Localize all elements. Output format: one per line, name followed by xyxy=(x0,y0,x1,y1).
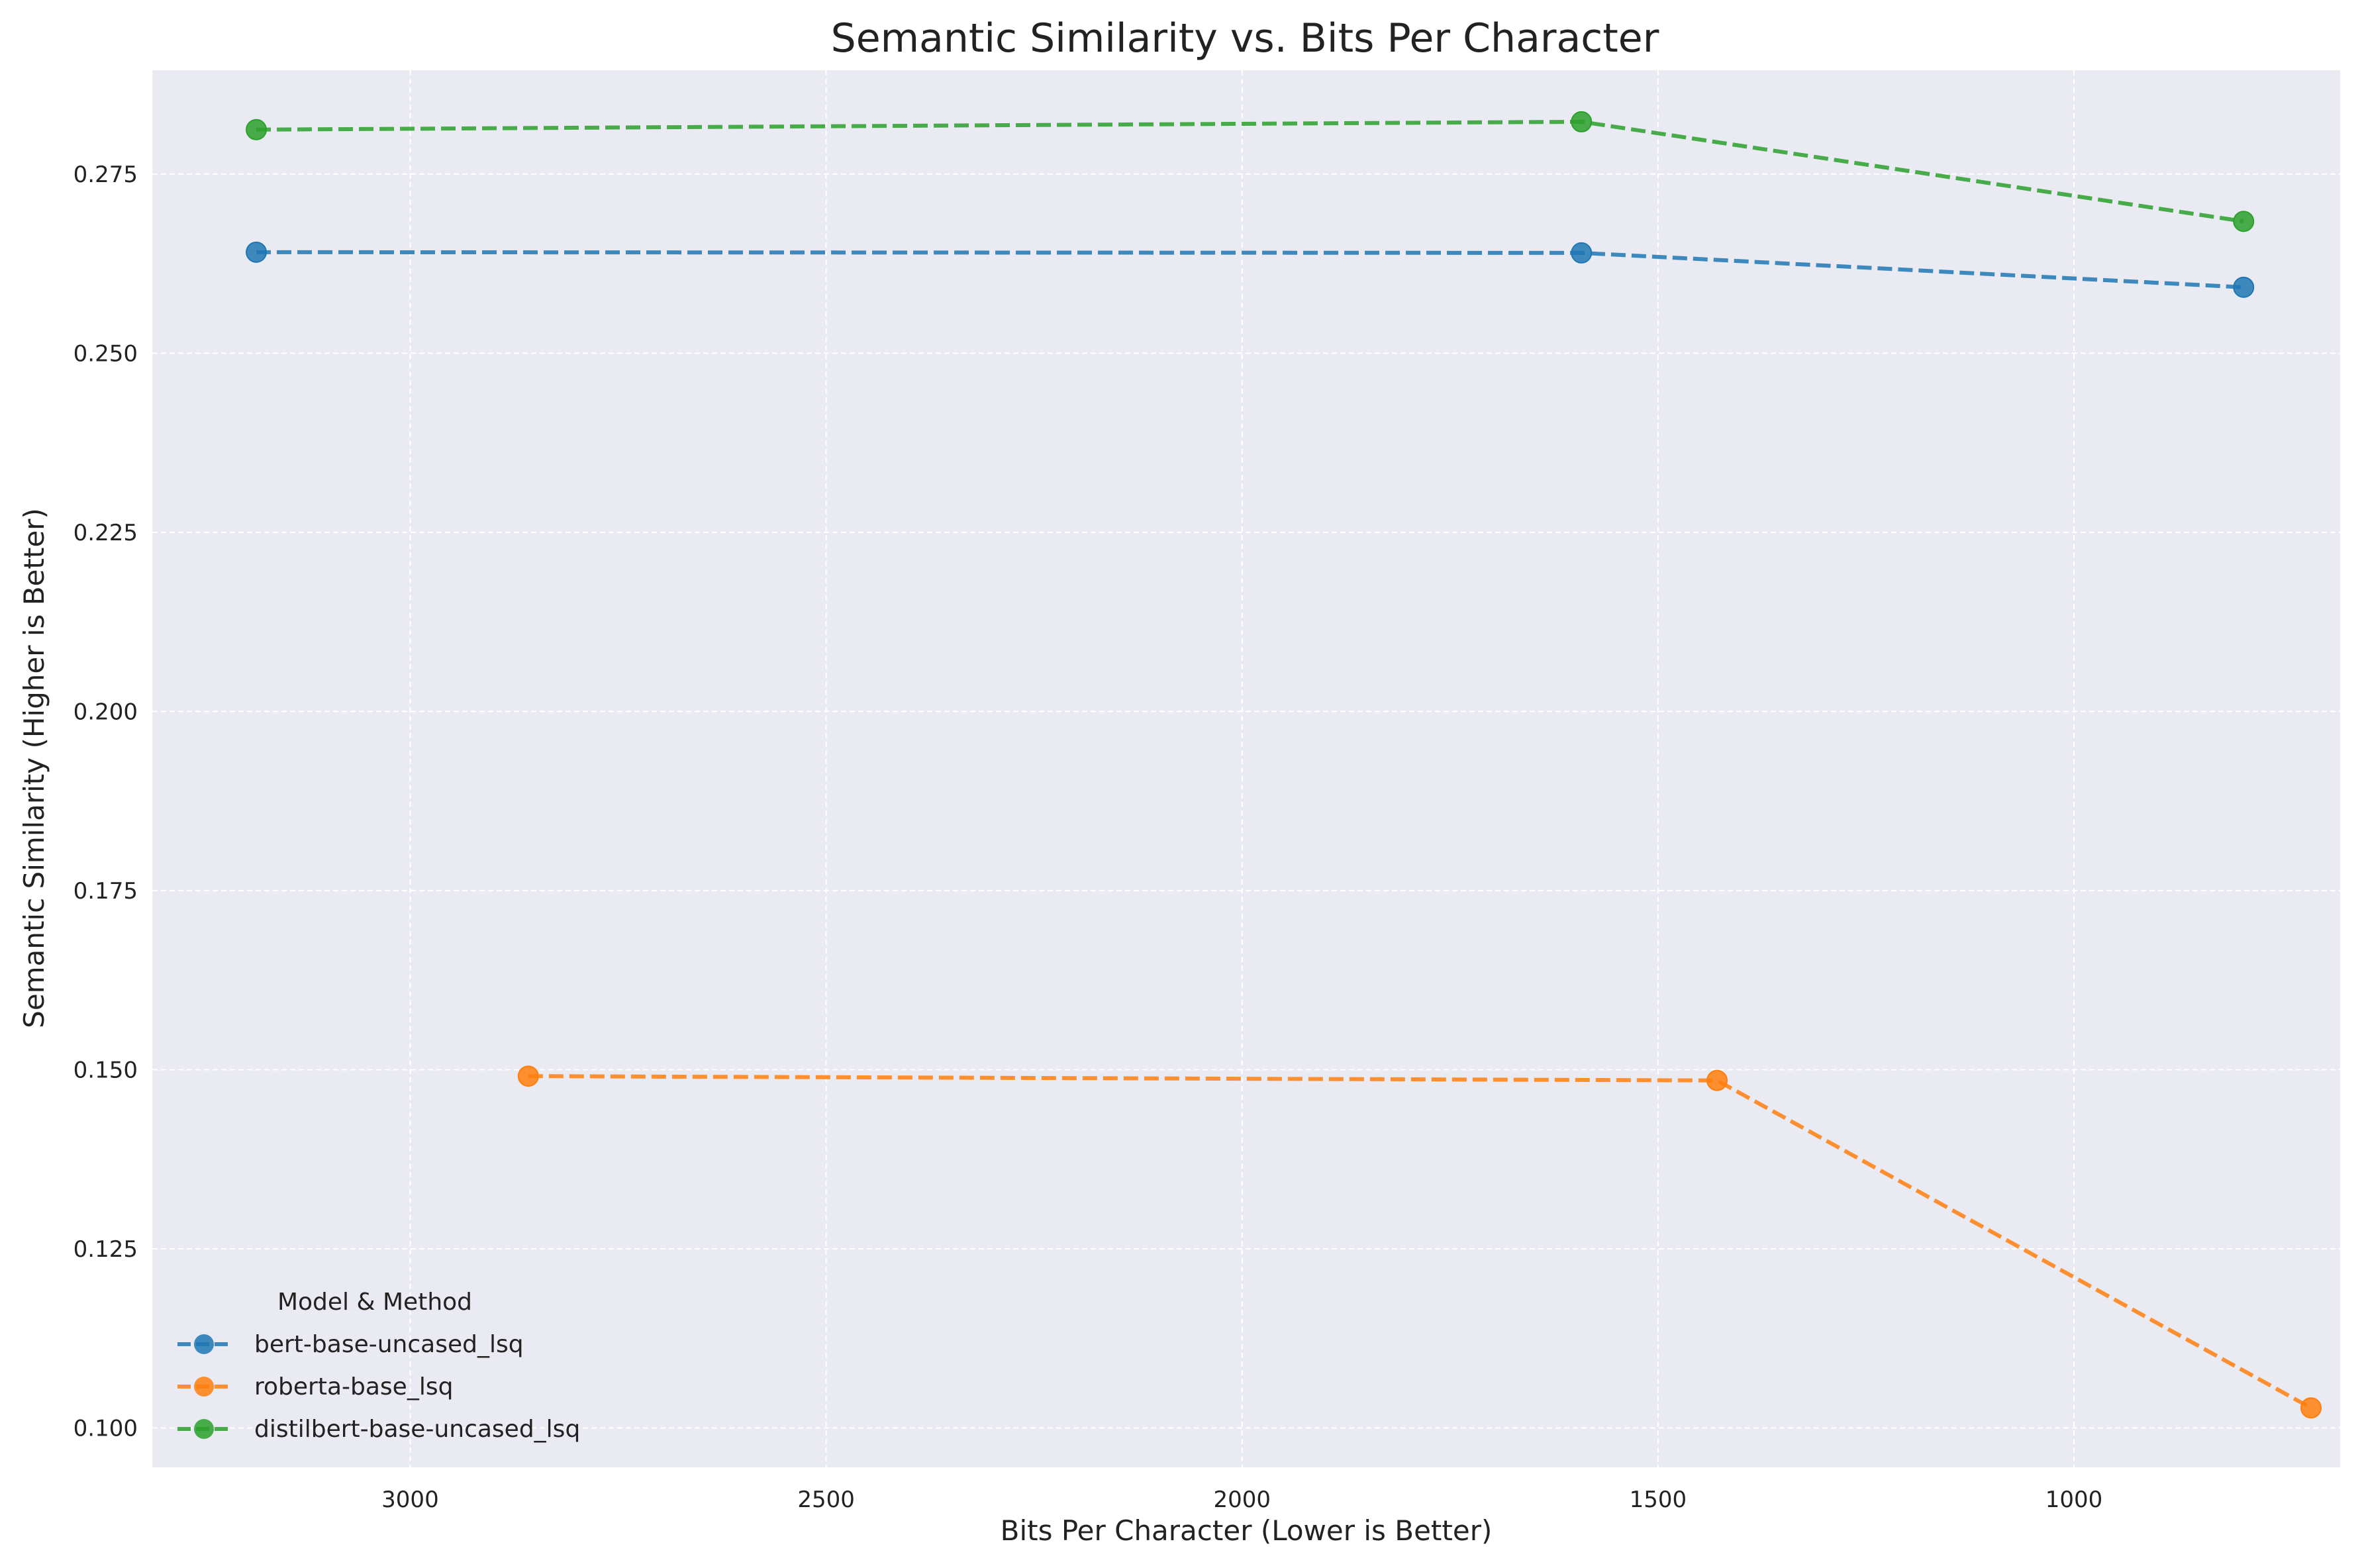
y-tick-label: 0.125 xyxy=(74,1236,138,1263)
x-tick-label: 1000 xyxy=(2045,1487,2103,1513)
data-point xyxy=(517,1065,539,1087)
data-point xyxy=(1706,1069,1728,1091)
series-bert-base-uncased_lsq xyxy=(246,241,2255,298)
legend-title: Model & Method xyxy=(277,1289,472,1316)
x-tick-label: 2500 xyxy=(797,1487,855,1513)
legend-entry-label: distilbert-base-uncased_lsq xyxy=(254,1416,580,1443)
y-tick-label: 0.100 xyxy=(74,1415,138,1442)
data-point xyxy=(246,119,268,140)
chart-title: Semantic Similarity vs. Bits Per Charact… xyxy=(831,15,1659,62)
x-tick-label: 3000 xyxy=(381,1487,439,1513)
data-point xyxy=(2233,211,2255,232)
data-point xyxy=(2233,276,2255,298)
x-tick-label: 1500 xyxy=(1630,1487,1687,1513)
data-point xyxy=(246,241,268,263)
x-axis-ticks: 3000 2500 2000 1500 1000 xyxy=(381,1487,2102,1513)
y-tick-label: 0.250 xyxy=(74,340,138,367)
data-point xyxy=(1571,111,1593,132)
y-tick-label: 0.275 xyxy=(74,162,138,188)
legend-marker xyxy=(194,1419,214,1439)
y-tick-label: 0.150 xyxy=(74,1057,138,1083)
y-tick-label: 0.175 xyxy=(74,878,138,905)
x-tick-label: 2000 xyxy=(1213,1487,1271,1513)
y-axis-label: Semantic Similarity (Higher is Better) xyxy=(18,508,50,1028)
y-axis-ticks: 0.100 0.125 0.150 0.175 0.200 0.225 0.250 0.275 xyxy=(74,162,138,1442)
legend-marker xyxy=(194,1334,214,1354)
legend-entry-label: roberta-base_lsq xyxy=(254,1373,453,1400)
data-point xyxy=(1571,242,1593,264)
series-line xyxy=(528,1074,2312,1410)
y-tick-label: 0.200 xyxy=(74,699,138,725)
plot-area xyxy=(152,70,2340,1467)
x-axis-label: Bits Per Character (Lower is Better) xyxy=(1001,1514,1493,1547)
data-point xyxy=(2300,1397,2322,1419)
series-roberta-base_lsq xyxy=(517,1065,2322,1419)
legend-entry-label: bert-base-uncased_lsq xyxy=(254,1331,524,1358)
legend: Model & Method bert-base-uncased_lsqrobe… xyxy=(177,1289,580,1443)
legend-marker xyxy=(194,1377,214,1396)
grid-lines xyxy=(152,70,2340,1467)
y-tick-label: 0.225 xyxy=(74,520,138,546)
series-distilbert-base-uncased_lsq xyxy=(246,111,2255,232)
series-layer xyxy=(246,111,2322,1419)
